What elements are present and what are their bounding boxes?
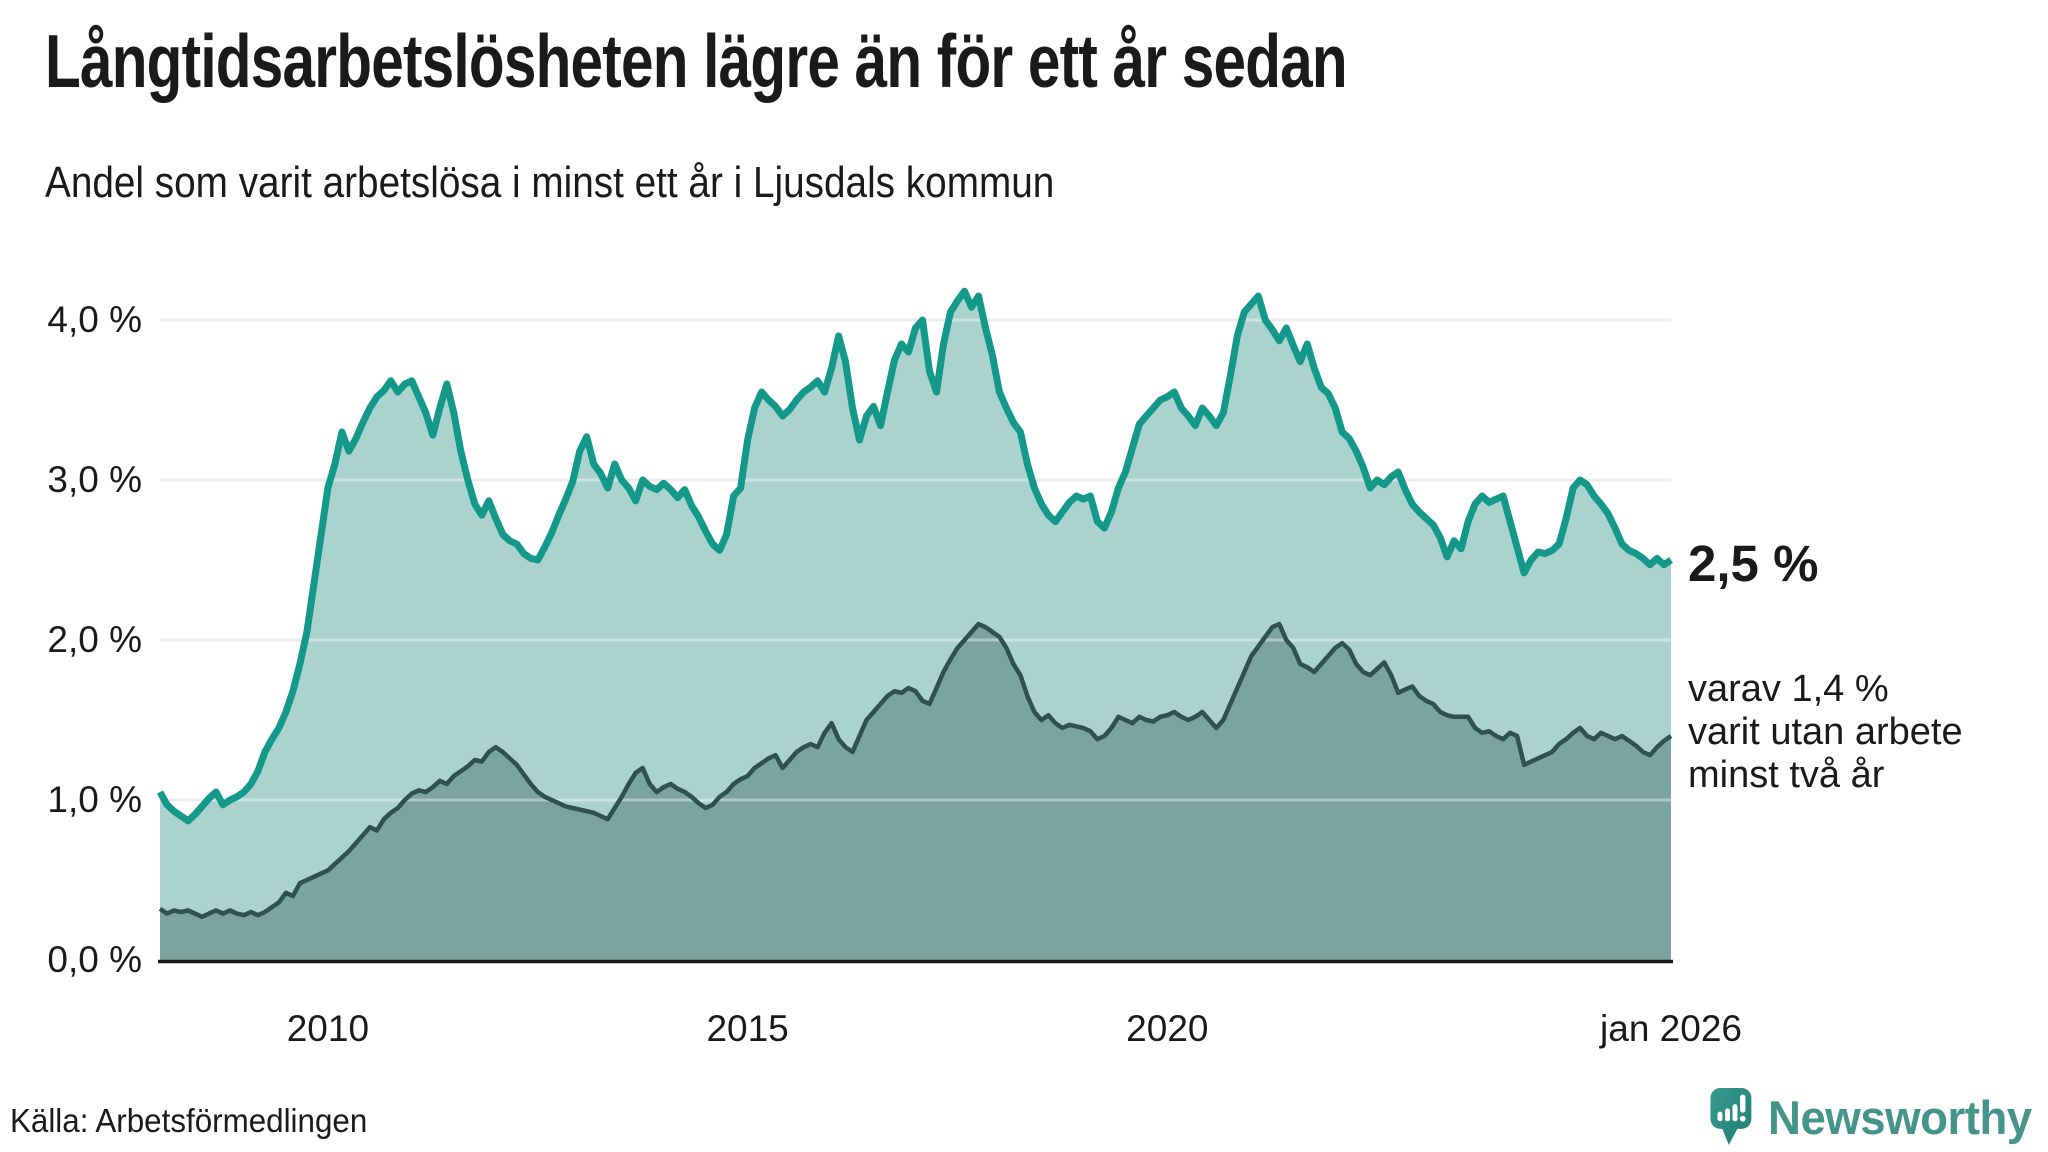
x-axis-tick-label: 2010 bbox=[286, 1008, 370, 1049]
page-title: Långtidsarbetslösheten lägre än för ett … bbox=[45, 18, 1714, 104]
end-value-label: 2,5 % bbox=[1688, 535, 1819, 592]
secondary-note-line: varav 1,4 % bbox=[1688, 668, 1889, 710]
x-axis-tick-label: 2015 bbox=[706, 1008, 789, 1049]
x-axis-tick-label: 2020 bbox=[1126, 1008, 1209, 1049]
page-title-text: Långtidsarbetslösheten lägre än för ett … bbox=[45, 19, 1348, 103]
y-axis-tick-label: 0,0 % bbox=[47, 939, 142, 980]
page-subtitle: Andel som varit arbetslösa i minst ett å… bbox=[45, 158, 1192, 208]
area-min-two-years bbox=[160, 624, 1671, 960]
source-note-text: Källa: Arbetsförmedlingen bbox=[10, 1102, 368, 1139]
line-min-one-year bbox=[156, 287, 1673, 825]
secondary-note: varav 1,4 % varit utan arbete minst två … bbox=[1688, 668, 1963, 797]
y-axis-tick-label: 2,0 % bbox=[47, 619, 142, 660]
line-min-two-years bbox=[158, 621, 1673, 920]
x-axis-tick-label: jan 2026 bbox=[1600, 1008, 1742, 1049]
y-axis-tick-label: 1,0 % bbox=[47, 779, 142, 820]
secondary-note-line: minst två år bbox=[1688, 754, 1885, 796]
y-axis-tick-label: 4,0 % bbox=[47, 299, 142, 340]
brand-wordmark: Newsworthy bbox=[1768, 1090, 2032, 1144]
brand-lockup: Newsworthy bbox=[1710, 1088, 2040, 1146]
newsworthy-logo-icon bbox=[1710, 1088, 1752, 1145]
secondary-note-line: varit utan arbete bbox=[1688, 711, 1963, 753]
source-note: Källa: Arbetsförmedlingen bbox=[10, 1102, 386, 1140]
page-subtitle-text: Andel som varit arbetslösa i minst ett å… bbox=[45, 158, 1055, 207]
y-axis-tick-label: 3,0 % bbox=[47, 459, 142, 500]
